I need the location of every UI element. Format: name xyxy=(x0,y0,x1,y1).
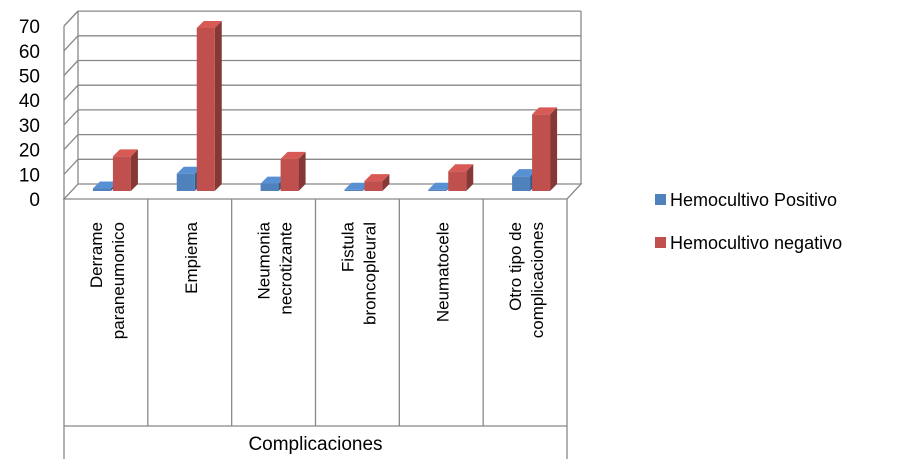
legend-label: Hemocultivo Positivo xyxy=(670,190,837,210)
category-label: Neumonia xyxy=(255,221,274,299)
category-label: Fistula xyxy=(338,221,357,272)
bar-positivo xyxy=(512,169,538,191)
y-tick-label: 50 xyxy=(19,67,40,88)
gridlines xyxy=(63,10,581,175)
category-axis-table xyxy=(63,199,568,459)
bar-negativo xyxy=(448,164,474,191)
legend-item: Hemocultivo Positivo xyxy=(655,190,837,210)
y-tick-label: 60 xyxy=(19,42,40,63)
bar-negativo xyxy=(364,174,390,191)
category-label: Derrame xyxy=(87,222,106,288)
chart-walls xyxy=(62,10,583,200)
category-label: paraneumonico xyxy=(109,222,128,339)
x-axis-title: Complicaciones xyxy=(248,434,382,455)
category-label: Otro tipo de xyxy=(506,222,525,311)
category-labels: Derrame paraneumonico Empiema Neumonia necro… xyxy=(87,221,547,339)
y-tick-label: 40 xyxy=(19,91,40,112)
y-tick-label: 10 xyxy=(19,165,40,186)
bar-negativo xyxy=(280,151,306,191)
category-label: Empiema xyxy=(182,221,201,293)
bars xyxy=(92,20,558,192)
legend: Hemocultivo Positivo Hemocultivo negativo xyxy=(655,190,842,253)
legend-swatch xyxy=(655,237,666,248)
category-label: Neumatocele xyxy=(433,222,452,322)
legend-label: Hemocultivo negativo xyxy=(670,233,842,253)
y-axis-tick-labels: 0 10 20 30 40 50 60 70 xyxy=(19,17,40,211)
category-label: complicaciones xyxy=(528,222,547,338)
category-label: broncopleural xyxy=(360,222,379,325)
y-tick-label: 70 xyxy=(19,17,40,38)
legend-swatch xyxy=(655,194,666,205)
y-tick-label: 30 xyxy=(19,116,40,137)
legend-item: Hemocultivo negativo xyxy=(655,233,842,253)
bar-negativo xyxy=(112,149,138,191)
bar-negativo xyxy=(532,107,558,191)
category-label: necrotizante xyxy=(277,222,296,315)
bar-negativo xyxy=(196,20,222,192)
y-tick-label: 0 xyxy=(29,190,40,211)
y-tick-label: 20 xyxy=(19,141,40,162)
